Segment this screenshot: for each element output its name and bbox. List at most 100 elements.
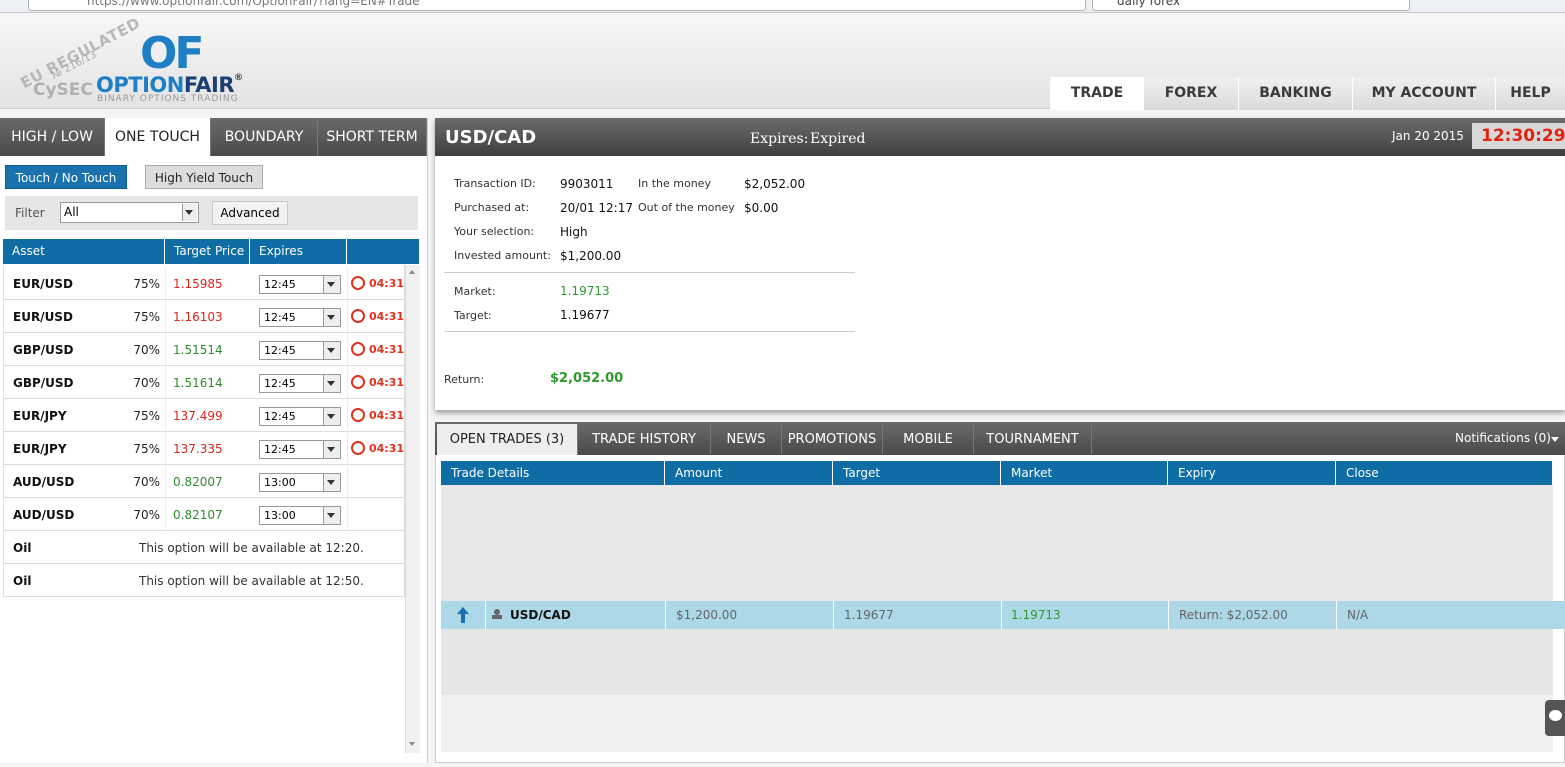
notifications[interactable]: Notifications (0) [1455,431,1551,445]
clock-icon [351,441,365,455]
logo-regulator: CySEC [33,80,93,100]
sub-tab[interactable]: High Yield Touch [145,165,263,189]
asset-row[interactable] [3,366,405,399]
row-separator [347,333,348,366]
trade-date: Jan 20 2015 [1392,129,1464,143]
expiry-select[interactable]: 12:45 [259,374,341,393]
advanced-button[interactable]: Advanced [212,201,288,225]
expiry-select[interactable]: 13:00 [259,473,341,492]
asset-header: Target Price [165,239,250,264]
pending-row [3,531,405,564]
row-separator [347,300,348,333]
asset-target: 137.499 [173,409,223,423]
asset-row[interactable] [3,267,405,300]
trades-header: Market [1001,461,1168,485]
target-label: Target: [454,309,492,322]
trade-cell: Return: $2,052.00 [1179,608,1288,622]
asset-name: EUR/USD [13,310,73,324]
asset-row[interactable] [3,432,405,465]
clock-icon [351,342,365,356]
asset-row[interactable] [3,300,405,333]
expiry-select[interactable]: 12:45 [259,440,341,459]
bottom-tab[interactable]: MOBILE [883,424,974,455]
expiry-select[interactable]: 12:45 [259,308,341,327]
expires-label: Expires: [750,131,809,147]
row-separator [347,267,348,300]
bottom-tab[interactable]: TOURNAMENT [974,424,1092,455]
dropdown-arrow [185,210,193,215]
pending-note: This option will be available at 12:20. [139,541,364,555]
logo-mark: OF [140,28,204,79]
option-tab[interactable]: HIGH / LOW [0,118,105,156]
asset-payout: 75% [133,409,160,423]
user-icon [494,609,500,615]
cell-separator [485,601,486,629]
trade-pair: USD/CAD [445,127,537,148]
trades-body-upper [441,485,1553,601]
asset-target: 137.335 [173,442,223,456]
option-tab[interactable]: BOUNDARY [211,118,318,156]
asset-name: AUD/USD [13,475,75,489]
cell-separator [1336,601,1337,629]
trades-header: Trade Details [441,461,665,485]
asset-header: Expires [250,239,347,264]
scroll-down [409,742,415,746]
countdown: 04:31 [369,310,405,323]
trade-row[interactable] [441,601,1565,629]
bottom-tab[interactable]: OPEN TRADES (3) [437,424,578,455]
clock: 12:30:29 [1481,126,1565,146]
asset-name: EUR/USD [13,277,73,291]
asset-target: 0.82107 [173,508,223,522]
scroll-up [409,270,415,274]
clock-icon [351,276,365,290]
bottom-tabbar [435,422,1565,455]
nav-tab[interactable]: MY ACCOUNT [1352,77,1495,110]
trade-cell: USD/CAD [510,608,571,622]
row-separator [347,498,348,531]
nav-tab[interactable]: HELP [1495,77,1565,110]
detail-value: 20/01 12:17 [560,201,633,215]
row-separator [347,432,348,465]
option-tab[interactable]: ONE TOUCH [105,118,211,156]
scrollbar[interactable] [405,265,420,753]
nav-tab[interactable]: BANKING [1238,77,1352,110]
dropdown-arrow [327,348,335,353]
clock-icon [351,309,365,323]
detail-label: Transaction ID: [454,177,536,190]
option-tab[interactable]: SHORT TERM [318,118,427,156]
money-label: In the money [638,177,711,190]
asset-row[interactable] [3,399,405,432]
asset-name: EUR/JPY [13,442,67,456]
asset-target: 1.51514 [173,343,223,357]
bottom-tab[interactable]: TRADE HISTORY [578,424,711,455]
detail-value: High [560,225,588,239]
countdown: 04:31 [369,376,405,389]
user-icon-body [492,615,502,619]
return-value: $2,052.00 [550,371,624,386]
asset-payout: 70% [133,376,160,390]
url-bar[interactable]: https://www.optionfair.com/OptionFair/?l… [28,0,1086,11]
bottom-tab[interactable]: PROMOTIONS [782,424,883,455]
asset-row[interactable] [3,333,405,366]
bottom-tab[interactable]: NEWS [711,424,782,455]
pending-asset: Oil [13,541,32,555]
expiry-select[interactable]: 12:45 [259,407,341,426]
asset-row[interactable] [3,498,405,531]
nav-tab[interactable]: TRADE [1050,77,1143,110]
cell-separator [665,601,666,629]
asset-payout: 70% [133,475,160,489]
expiry-select[interactable]: 12:45 [259,341,341,360]
nav-tab[interactable]: FOREX [1143,77,1238,110]
asset-row[interactable] [3,465,405,498]
expiry-select[interactable]: 13:00 [259,506,341,525]
asset-target: 1.15985 [173,277,223,291]
detail-label: Invested amount: [454,249,551,262]
search-bar[interactable]: daily forex [1092,0,1410,11]
expiry-select[interactable]: 12:45 [259,275,341,294]
clock-icon [351,375,365,389]
asset-payout: 75% [133,277,160,291]
filter-select[interactable]: All [60,202,199,223]
sub-tab[interactable]: Touch / No Touch [5,165,127,189]
row-separator [165,333,166,366]
